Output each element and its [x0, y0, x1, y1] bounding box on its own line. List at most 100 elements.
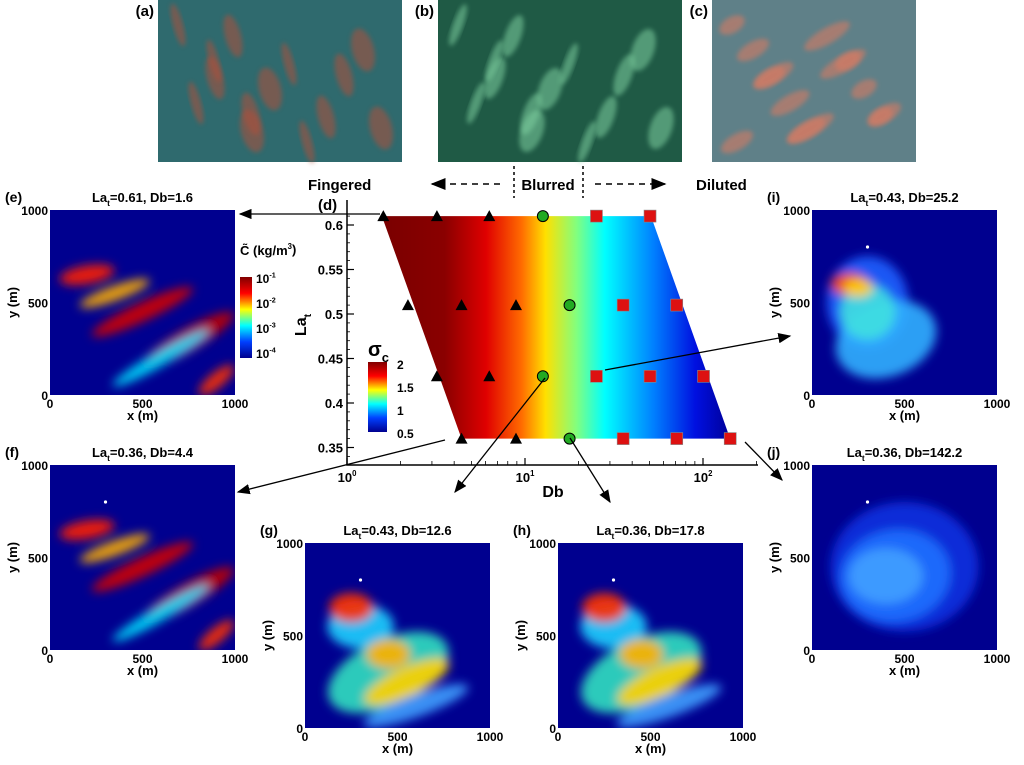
photo-streak [736, 38, 770, 62]
text-part: 500 [387, 730, 407, 744]
photo-row: (a) (b) (c) [136, 0, 916, 164]
panel-label: (a) [136, 3, 154, 20]
photo-streak [205, 56, 225, 100]
photo-streak [788, 113, 834, 143]
y-tick-label: 500 [790, 552, 810, 566]
plume-blob [617, 658, 703, 706]
y-tick-label: 1000 [21, 459, 48, 473]
plume-blob [327, 631, 449, 714]
photo-streak [648, 106, 674, 150]
x-axis-label: x (m) [127, 663, 158, 678]
text-part: La [850, 190, 866, 205]
heatmap-panel-j: Lat=0.36, Db=142.2 (j) 0 500 1000 0 500 1000 x (… [767, 444, 1011, 678]
text-part: 10 [256, 272, 270, 286]
concentration-colorbar-tick: 10-2 [256, 296, 276, 311]
sigma-colorbar-tick: 1 [397, 404, 404, 418]
plume-blob [580, 631, 702, 714]
x-tick-label: 0 [809, 397, 816, 411]
heatmap-panel-h: Lat=0.36, Db=17.8 (h) 0 500 1000 0 500 1000 x (m… [513, 522, 757, 756]
connector-arrow [604, 333, 792, 371]
photo-streak [770, 90, 810, 116]
panel-label: (j) [767, 444, 780, 460]
plume-blob [616, 684, 722, 728]
text-part: 0 [302, 730, 309, 744]
text-part: 500 [536, 630, 556, 644]
x-tick-label: 500 [894, 397, 914, 411]
text-part: x (m) [127, 663, 158, 678]
source-point [611, 578, 616, 582]
text-part: 500 [894, 397, 914, 411]
y-tick-label: 0.55 [318, 263, 343, 278]
photo-a [158, 0, 402, 164]
text-part: 1.5 [397, 381, 414, 395]
point-diluted [590, 369, 603, 383]
point-fingered [509, 432, 522, 444]
text-part: 0.35 [318, 441, 343, 456]
text-part: (f) [5, 444, 19, 460]
text-part: (j) [767, 444, 780, 460]
text-part: 0 [803, 389, 810, 403]
sigma-colorbar-tick: 0.5 [397, 427, 414, 441]
plume-blob [112, 329, 210, 387]
text-part: -3 [269, 321, 275, 330]
y-tick-label: 1000 [21, 204, 48, 218]
x-tick-label: 1000 [222, 397, 249, 411]
text-part: =0.36, Db=142.2 [865, 445, 963, 460]
panel-title: Lat=0.43, Db=12.6 [343, 523, 451, 541]
text-part: 0.5 [325, 307, 343, 322]
text-part: 0 [809, 652, 816, 666]
text-part: (e) [5, 189, 22, 205]
plume-blob [59, 519, 115, 541]
text-part: 500 [283, 630, 303, 644]
plume [830, 502, 979, 632]
text-part: =0.43, Db=12.6 [361, 523, 451, 538]
plume-blob [79, 278, 150, 308]
text-part: 0 [555, 730, 562, 744]
text-part: 1 [397, 404, 404, 418]
y-tick-label: 1000 [783, 204, 810, 218]
photo-streak [537, 67, 563, 111]
text-part: La [92, 190, 108, 205]
text-part: 10 [256, 322, 270, 336]
photo-streak [467, 82, 485, 124]
text-part: 10 [516, 470, 530, 485]
plume [327, 592, 469, 728]
text-part: 500 [28, 297, 48, 311]
point-fingered [430, 370, 443, 382]
x-tick-label: 0 [47, 652, 54, 666]
y-tick-label: 0.6 [325, 218, 343, 233]
photo-streak [449, 4, 467, 46]
text-part: =0.36, Db=17.8 [614, 523, 704, 538]
connector-arrow [744, 441, 783, 481]
text-part: 0 [809, 397, 816, 411]
sigma-colorbar-tick: 2 [397, 358, 404, 372]
panel-title: Lat=0.36, Db=4.4 [92, 445, 194, 463]
text-part: =0.43, Db=25.2 [868, 190, 958, 205]
heatmap-panel-i: Lat=0.43, Db=25.2 (i) 0 500 1000 0 500 1000 x (m… [767, 189, 1011, 423]
y-tick-label: 0.5 [325, 307, 343, 322]
text-part: 0 [549, 722, 556, 736]
photo-streak [485, 40, 503, 82]
point-diluted [723, 432, 737, 445]
text-part: 1000 [222, 397, 249, 411]
text-part: c [382, 350, 389, 365]
photo-streak [281, 42, 297, 86]
text-part: 0.45 [318, 352, 343, 367]
photo-streak [170, 3, 186, 47]
text-part: 10 [338, 470, 352, 485]
x-tick-label: 1000 [984, 397, 1011, 411]
sigma-colorbar [368, 362, 387, 432]
y-tick-label: 0.35 [318, 441, 343, 456]
text-part: 1000 [984, 397, 1011, 411]
connector-arrows [236, 208, 792, 504]
text-part: 10 [256, 347, 270, 361]
plume [826, 256, 937, 379]
point-fingered [483, 210, 496, 222]
text-part: La [847, 445, 863, 460]
photo-streak [299, 120, 315, 164]
x-tick-label: 1000 [477, 730, 504, 744]
text-part: 1000 [276, 537, 303, 551]
plume-blob [92, 541, 193, 592]
panel-label: (b) [415, 3, 434, 20]
panel-label: (e) [5, 189, 22, 205]
